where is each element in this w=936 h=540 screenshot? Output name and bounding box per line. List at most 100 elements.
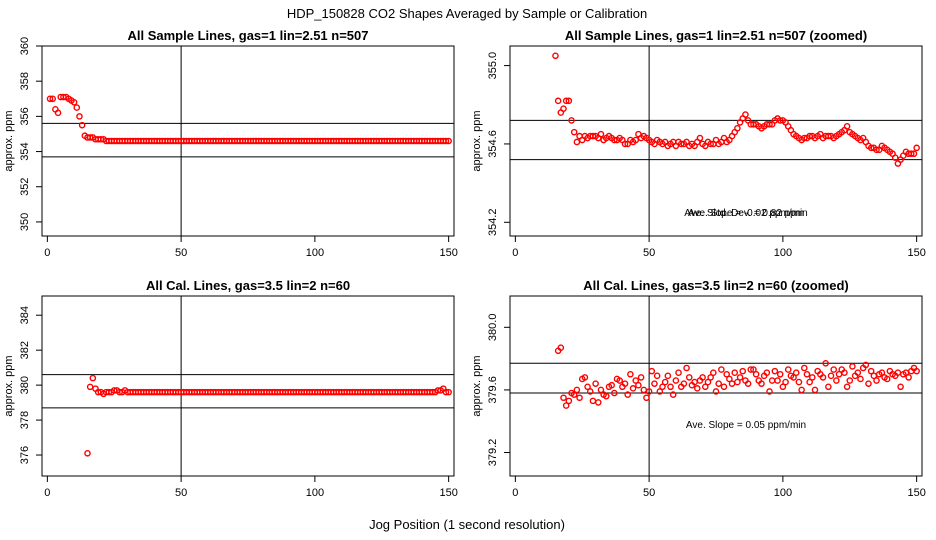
data-point	[557, 344, 565, 351]
data-point	[675, 369, 682, 376]
y-tick-label: 384	[19, 306, 31, 324]
panels: All Sample Lines, gas=1 lin=2.51 n=507 0 5…	[3, 28, 926, 499]
data-point	[865, 380, 872, 387]
data-point	[806, 378, 813, 386]
data-point	[664, 372, 672, 380]
data-point	[78, 121, 86, 129]
x-tick-label: 100	[774, 247, 792, 259]
data-point	[661, 378, 669, 386]
y-tick-label: 354.6	[487, 130, 499, 158]
data-point	[742, 111, 749, 118]
data-point	[648, 367, 656, 375]
data-point	[752, 370, 760, 378]
data-point	[568, 117, 575, 124]
data-point	[825, 132, 832, 140]
data-point	[445, 137, 452, 145]
data-point	[854, 369, 862, 376]
data-point	[857, 375, 864, 383]
data-point	[867, 144, 875, 152]
data-point	[766, 388, 773, 395]
data-point	[629, 385, 637, 392]
x-tick-label: 50	[643, 487, 655, 499]
y-tick-label: 350	[19, 213, 31, 231]
data-point	[669, 391, 677, 398]
data-point	[46, 95, 54, 103]
data-point	[632, 377, 640, 384]
panel-3: All Cal. Lines, gas=3.5 lin=2 n=60 0 50 100…	[3, 278, 458, 499]
x-tick-label: 150	[907, 247, 925, 259]
data-point	[792, 369, 800, 376]
data-point	[560, 105, 567, 112]
x-tick-label: 50	[175, 487, 187, 499]
data-point	[873, 377, 880, 384]
data-point	[597, 130, 605, 138]
data-point	[776, 117, 784, 124]
data-point	[827, 372, 835, 380]
data-point	[800, 364, 808, 372]
data-point	[795, 378, 803, 386]
data-point	[573, 386, 581, 394]
data-point	[878, 369, 886, 376]
data-point	[891, 154, 899, 161]
data-point	[552, 52, 559, 60]
data-point	[704, 378, 712, 386]
data-point	[779, 383, 787, 391]
data-point	[849, 363, 856, 370]
data-point	[744, 380, 752, 387]
data-point	[696, 134, 704, 142]
data-point	[723, 370, 731, 378]
data-point	[659, 383, 666, 391]
data-point	[806, 132, 813, 140]
data-point	[683, 364, 690, 372]
data-point	[750, 121, 757, 128]
data-point	[862, 361, 870, 369]
data-point	[640, 386, 648, 394]
data-point	[763, 369, 771, 376]
y-tick-label: 380	[19, 376, 31, 394]
data-point	[726, 375, 733, 383]
panel-1: All Sample Lines, gas=1 lin=2.51 n=507 0 5…	[3, 28, 458, 259]
data-point	[790, 374, 797, 381]
data-point	[728, 380, 736, 387]
data-point	[570, 128, 578, 136]
data-point	[672, 377, 680, 384]
annotation: Ave. Slope = -0.02 ppm/min	[684, 208, 808, 219]
data-point	[611, 136, 618, 144]
data-point	[718, 366, 725, 373]
y-tick-label: 360	[19, 37, 31, 55]
data-point	[707, 374, 714, 381]
panel-title: All Cal. Lines, gas=3.5 lin=2 n=60 (zoom…	[583, 278, 849, 293]
plot-frame	[509, 295, 923, 477]
data-point	[603, 392, 610, 400]
y-tick-label: 382	[19, 341, 31, 359]
data-point	[554, 97, 562, 105]
annotation: Ave. Std. Dev. = 0.82 ppm	[688, 208, 804, 219]
data-point	[76, 113, 83, 120]
data-point	[739, 367, 747, 375]
data-point	[49, 95, 57, 103]
data-point	[562, 402, 570, 409]
x-tick-label: 0	[512, 247, 518, 259]
plot-frame	[41, 295, 455, 477]
data-point	[897, 383, 904, 391]
data-point	[627, 370, 634, 378]
data-point	[73, 104, 81, 111]
data-point	[905, 374, 912, 381]
x-tick-label: 150	[907, 487, 925, 499]
data-point	[913, 367, 920, 375]
x-tick-label: 100	[306, 247, 324, 259]
data-point	[913, 144, 920, 152]
plot-frame	[41, 45, 455, 237]
data-point	[833, 377, 840, 384]
data-point	[710, 369, 717, 376]
data-point	[589, 132, 597, 140]
data-point	[611, 389, 618, 397]
data-point	[680, 380, 688, 387]
data-point	[608, 381, 615, 389]
data-point	[803, 370, 811, 378]
data-point	[560, 394, 567, 402]
data-point	[581, 374, 589, 381]
x-tick-label: 0	[44, 487, 50, 499]
data-point	[747, 366, 755, 373]
